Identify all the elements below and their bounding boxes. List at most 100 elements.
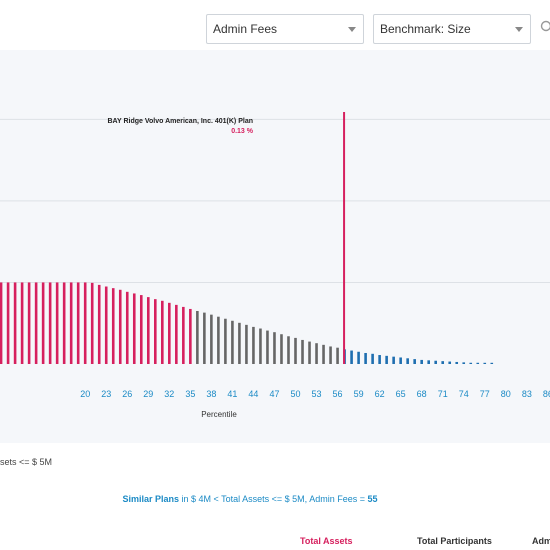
bar-p50: [294, 337, 297, 364]
bar-p25: [118, 289, 122, 364]
x-tick-label-83: 83: [522, 389, 532, 399]
bar-p24: [111, 288, 115, 364]
x-tick-label-38: 38: [206, 389, 216, 399]
bar-p60: [364, 352, 367, 364]
bar-p64: [392, 356, 395, 364]
bar-p54: [322, 344, 325, 364]
bar-p63: [385, 355, 388, 364]
x-tick-label-74: 74: [459, 389, 469, 399]
bar-p77: [483, 362, 487, 364]
bar-p49: [287, 336, 290, 364]
bar-p55: [329, 346, 332, 364]
bar-p26: [125, 291, 129, 364]
x-tick-label-77: 77: [480, 389, 490, 399]
x-tick-label-32: 32: [164, 389, 174, 399]
similar-plans-count: 55: [367, 494, 378, 504]
bar-p39: [217, 316, 220, 364]
bar-p23: [104, 286, 108, 364]
bar-p13: [34, 282, 38, 364]
similar-plans-condition: in $ 4M < Total Assets <= $ 5M, Admin Fe…: [181, 494, 365, 504]
bar-p27: [132, 293, 136, 364]
bar-p40: [224, 318, 227, 364]
column-header-total-assets[interactable]: Total Assets: [300, 536, 353, 546]
x-tick-label-68: 68: [417, 389, 427, 399]
bar-p30: [154, 299, 157, 364]
bar-p18: [69, 282, 73, 364]
bar-p72: [448, 361, 452, 364]
highlight-plan-name: BAY Ridge Volvo American, Inc. 401(K) Pl…: [107, 118, 254, 125]
bar-p67: [413, 359, 416, 364]
bar-p17: [62, 282, 66, 364]
bar-p8: [0, 282, 3, 364]
similar-plans-summary: Similar Plans in $ 4M < Total Assets <= …: [0, 494, 500, 504]
bar-p34: [182, 306, 185, 364]
bar-p10: [13, 282, 17, 364]
bar-p38: [210, 314, 213, 364]
bar-p74: [462, 362, 466, 364]
bar-p20: [83, 282, 87, 364]
x-tick-label-47: 47: [269, 389, 279, 399]
bar-p70: [434, 360, 437, 364]
filter-footnote: sets <= $ 5M: [0, 457, 53, 467]
column-header-admin[interactable]: Adm: [532, 536, 550, 546]
x-tick-label-86: 86: [543, 389, 550, 399]
bar-p11: [20, 282, 24, 364]
bar-p59: [357, 351, 360, 364]
bar-p41: [231, 320, 234, 364]
x-tick-label-56: 56: [333, 389, 343, 399]
bar-p36: [196, 310, 199, 364]
bar-p14: [41, 282, 45, 364]
bar-p33: [175, 304, 178, 364]
column-header-total-participants[interactable]: Total Participants: [417, 536, 492, 546]
bar-p46: [266, 330, 269, 364]
x-tick-label-62: 62: [375, 389, 385, 399]
bar-p45: [259, 328, 262, 364]
x-tick-label-80: 80: [501, 389, 511, 399]
bar-p31: [161, 300, 164, 364]
bar-p29: [146, 297, 150, 364]
similar-plans-link[interactable]: Similar Plans: [122, 494, 180, 504]
bar-p52: [308, 341, 311, 364]
bar-p62: [378, 355, 381, 364]
bar-p16: [55, 282, 59, 364]
bar-p35: [189, 308, 192, 364]
x-tick-label-59: 59: [354, 389, 364, 399]
bar-p53: [315, 343, 318, 364]
percentile-chart: 20 23 26 29 32 35 38 41 44 47 50 53 56 59 62 65 68 71 74 77…: [0, 112, 550, 419]
bar-p28: [139, 295, 143, 364]
x-tick-label-71: 71: [438, 389, 448, 399]
x-tick-label-23: 23: [101, 389, 111, 399]
bar-p69: [427, 360, 430, 364]
x-tick-label-50: 50: [290, 389, 300, 399]
bar-p71: [441, 361, 445, 364]
metric-select-value: Admin Fees: [213, 22, 278, 36]
x-tick-label-26: 26: [122, 389, 132, 399]
x-tick-label-35: 35: [185, 389, 195, 399]
x-tick-label-29: 29: [143, 389, 153, 399]
chevron-down-icon: [515, 27, 523, 32]
search-icon[interactable]: [540, 20, 550, 32]
bar-p12: [27, 282, 31, 364]
bar-p61: [371, 353, 374, 364]
bar-p78: [490, 362, 494, 364]
bar-p43: [245, 324, 248, 364]
bar-p66: [406, 358, 409, 364]
bar-p42: [238, 322, 241, 364]
x-tick-label-41: 41: [227, 389, 237, 399]
bar-p48: [280, 334, 283, 364]
bar-p15: [48, 282, 52, 364]
x-tick-label-44: 44: [248, 389, 258, 399]
bar-p47: [273, 332, 276, 364]
bar-p65: [399, 357, 402, 364]
x-tick-label-53: 53: [312, 389, 322, 399]
bar-p22: [97, 284, 101, 364]
metric-select[interactable]: Admin Fees: [206, 14, 364, 44]
bar-p68: [420, 359, 423, 364]
bar-p44: [252, 326, 255, 364]
benchmark-select[interactable]: Benchmark: Size: [373, 14, 531, 44]
x-tick-label-65: 65: [396, 389, 406, 399]
bar-p37: [203, 312, 206, 364]
bar-p51: [301, 339, 304, 364]
bar-p75: [469, 362, 473, 364]
x-tick-label-20: 20: [80, 389, 90, 399]
